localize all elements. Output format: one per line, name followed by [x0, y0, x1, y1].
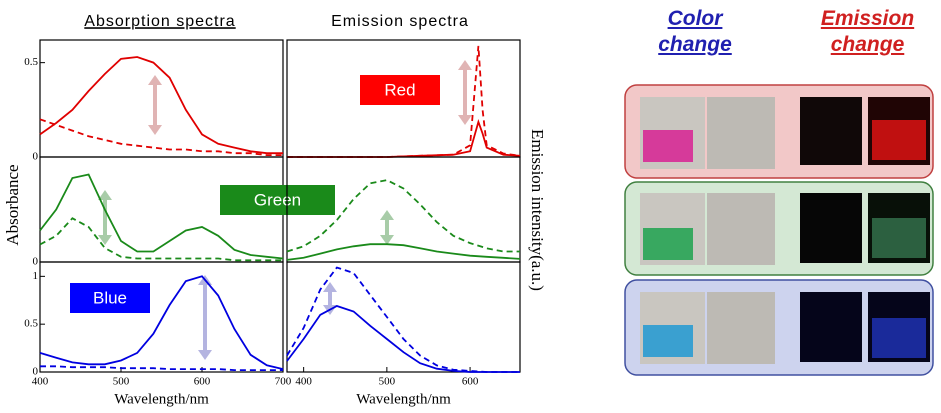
photo	[800, 292, 862, 362]
change-arrow-head	[458, 60, 472, 70]
x-axis-label: Wavelength/nm	[356, 391, 451, 407]
change-arrow-head	[98, 235, 112, 245]
y-tick-label: 0.5	[24, 56, 38, 68]
series-line	[287, 122, 520, 157]
x-tick-label: 400	[32, 376, 49, 388]
photo	[643, 228, 693, 260]
y-tick-label: 0	[33, 256, 39, 268]
x-tick-label: 500	[113, 376, 130, 388]
series-line	[40, 366, 283, 370]
y-tick-label: 1	[33, 270, 39, 282]
plot-frame	[40, 262, 283, 372]
header: Absorption spectra	[84, 13, 235, 30]
x-tick-label: 700	[275, 376, 292, 388]
annotation: Green	[254, 190, 301, 209]
change-arrow-head	[148, 75, 162, 85]
x-tick-label: 600	[462, 376, 479, 388]
annotation: Blue	[93, 288, 127, 307]
y-tick-label: 0	[33, 151, 39, 163]
y-axis-label: Absorbance	[3, 164, 22, 245]
y-tick-label: 0.5	[24, 318, 38, 330]
plot-frame	[287, 262, 520, 372]
photo	[707, 292, 775, 364]
photo	[707, 97, 775, 169]
x-tick-label: 600	[194, 376, 211, 388]
change-arrow-head	[148, 125, 162, 135]
series-line	[40, 57, 283, 153]
photo	[643, 325, 693, 357]
page: Absorption spectra Emission spectra Abso…	[0, 0, 941, 413]
emission-change-header: Emission change	[800, 6, 935, 58]
photo	[800, 97, 862, 165]
photo	[643, 130, 693, 162]
change-arrow-head	[198, 350, 212, 360]
x-tick-label: 400	[295, 376, 312, 388]
photo	[707, 193, 775, 265]
plot-frame	[40, 40, 283, 157]
photo	[872, 120, 926, 160]
header: Emission spectra	[331, 13, 469, 30]
figure: Absorption spectra Emission spectra Abso…	[0, 0, 941, 413]
x-axis-label: Wavelength/nm	[114, 391, 209, 407]
photo	[800, 193, 862, 263]
change-arrow-head	[458, 115, 472, 125]
photo	[872, 318, 926, 358]
color-change-header: Color change	[640, 6, 750, 58]
change-arrow-head	[380, 210, 394, 220]
annotation: Red	[384, 80, 415, 99]
photo	[872, 218, 926, 258]
series-line	[287, 268, 520, 373]
x-tick-label: 500	[379, 376, 396, 388]
y2-axis-label: Emission intensity(a.u.)	[528, 129, 547, 291]
series-line	[287, 244, 520, 260]
